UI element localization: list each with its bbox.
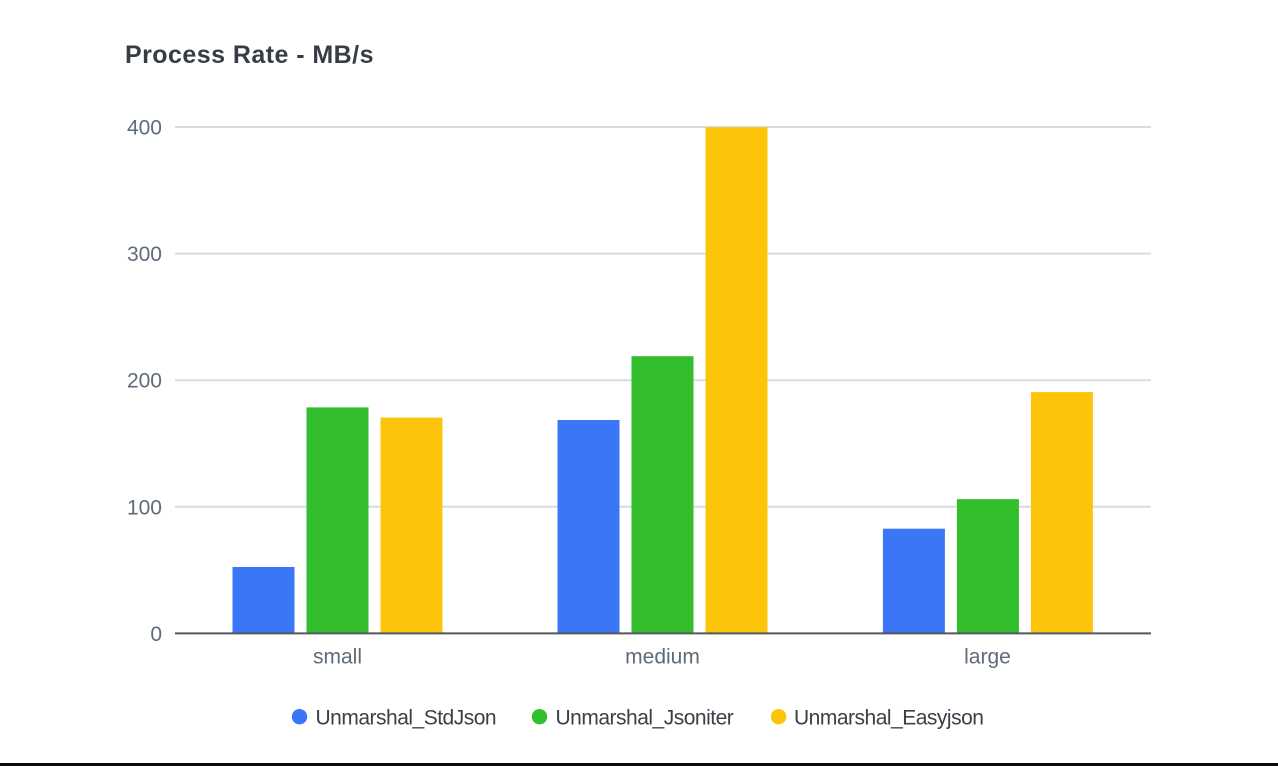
svg-text:Process Rate - MB/s: Process Rate - MB/s bbox=[125, 41, 374, 69]
svg-text:100: 100 bbox=[127, 496, 162, 519]
svg-text:300: 300 bbox=[127, 243, 162, 266]
svg-text:Unmarshal_StdJson: Unmarshal_StdJson bbox=[316, 707, 497, 730]
svg-text:medium: medium bbox=[625, 646, 700, 669]
svg-text:Unmarshal_Jsoniter: Unmarshal_Jsoniter bbox=[556, 707, 734, 730]
svg-text:200: 200 bbox=[127, 370, 162, 393]
svg-text:Unmarshal_Easyjson: Unmarshal_Easyjson bbox=[794, 707, 983, 730]
svg-text:large: large bbox=[964, 646, 1011, 669]
svg-text:0: 0 bbox=[150, 623, 162, 646]
svg-text:400: 400 bbox=[127, 117, 162, 140]
svg-text:small: small bbox=[313, 646, 362, 669]
